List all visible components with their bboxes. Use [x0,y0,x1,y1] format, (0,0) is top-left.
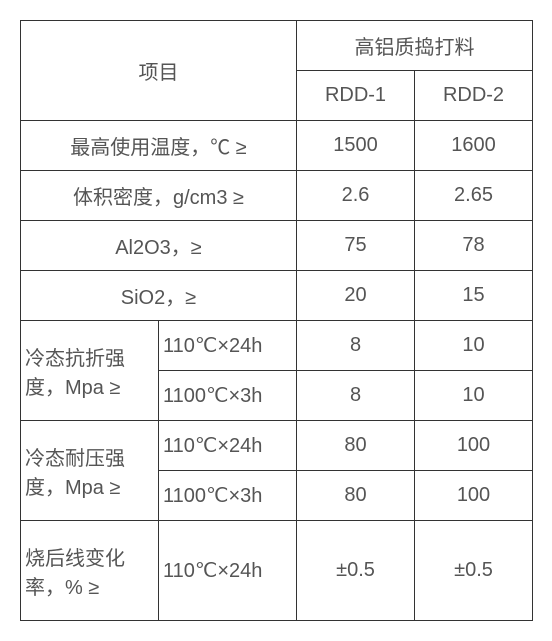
row-compressive-1: 冷态耐压强度，Mpa ≥ 110℃×24h 80 100 [21,421,533,471]
header-col-rdd1: RDD-1 [297,71,415,121]
cond-flexural-1: 110℃×24h [159,321,297,371]
cell-compressive-2b: 100 [415,471,533,521]
cell-compressive-1b: 80 [297,471,415,521]
cell-compressive-2a: 100 [415,421,533,471]
cell-sio2-1: 20 [297,271,415,321]
row-bulk-density: 体积密度，g/cm3 ≥ 2.6 2.65 [21,171,533,221]
cell-sio2-2: 15 [415,271,533,321]
cell-max-temp-1: 1500 [297,121,415,171]
cell-bulk-density-2: 2.65 [415,171,533,221]
cell-flexural-1a: 8 [297,321,415,371]
cell-linear-change-2: ±0.5 [415,521,533,621]
label-max-temp: 最高使用温度，℃ ≥ [21,121,297,171]
row-max-temp: 最高使用温度，℃ ≥ 1500 1600 [21,121,533,171]
spec-table-container: 项目 高铝质捣打料 RDD-1 RDD-2 最高使用温度，℃ ≥ 1500 16… [20,20,532,621]
header-group-label: 高铝质捣打料 [297,21,533,71]
header-item-label: 项目 [21,21,297,121]
label-linear-change: 烧后线变化率，% ≥ [21,521,159,621]
cell-bulk-density-1: 2.6 [297,171,415,221]
cond-linear-change: 110℃×24h [159,521,297,621]
cell-max-temp-2: 1600 [415,121,533,171]
header-col-rdd2: RDD-2 [415,71,533,121]
cell-compressive-1a: 80 [297,421,415,471]
row-linear-change: 烧后线变化率，% ≥ 110℃×24h ±0.5 ±0.5 [21,521,533,621]
cond-compressive-1: 110℃×24h [159,421,297,471]
cond-flexural-2: 1100℃×3h [159,371,297,421]
cell-flexural-2a: 10 [415,321,533,371]
label-sio2: SiO2，≥ [21,271,297,321]
header-row-1: 项目 高铝质捣打料 [21,21,533,71]
cell-linear-change-1: ±0.5 [297,521,415,621]
label-bulk-density: 体积密度，g/cm3 ≥ [21,171,297,221]
row-sio2: SiO2，≥ 20 15 [21,271,533,321]
label-compressive: 冷态耐压强度，Mpa ≥ [21,421,159,521]
cell-al2o3-1: 75 [297,221,415,271]
cell-al2o3-2: 78 [415,221,533,271]
cond-compressive-2: 1100℃×3h [159,471,297,521]
label-al2o3: Al2O3，≥ [21,221,297,271]
label-flexural: 冷态抗折强度，Mpa ≥ [21,321,159,421]
row-flexural-1: 冷态抗折强度，Mpa ≥ 110℃×24h 8 10 [21,321,533,371]
spec-table: 项目 高铝质捣打料 RDD-1 RDD-2 最高使用温度，℃ ≥ 1500 16… [20,20,533,621]
row-al2o3: Al2O3，≥ 75 78 [21,221,533,271]
cell-flexural-1b: 8 [297,371,415,421]
cell-flexural-2b: 10 [415,371,533,421]
